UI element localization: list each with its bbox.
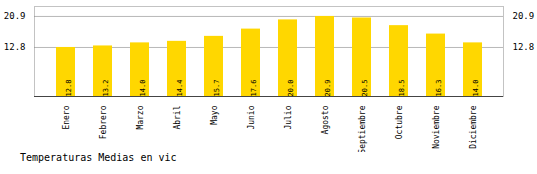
svg-text:Noviembre: Noviembre	[432, 105, 441, 149]
svg-text:Marzo: Marzo	[136, 105, 145, 129]
svg-text:Febrero: Febrero	[99, 105, 108, 139]
svg-text:Agosto: Agosto	[321, 105, 330, 134]
svg-text:Junio: Junio	[247, 105, 256, 129]
svg-text:12.8: 12.8	[4, 42, 26, 52]
svg-text:Septiembre: Septiembre	[358, 105, 367, 152]
svg-text:12.8: 12.8	[513, 42, 535, 52]
svg-text:20.0: 20.0	[287, 80, 295, 97]
svg-text:16.3: 16.3	[435, 80, 443, 97]
svg-text:12.8: 12.8	[65, 80, 73, 97]
svg-text:20.9: 20.9	[513, 11, 535, 21]
html-text:Temperaturas Medias en vic: Temperaturas Medias en vic	[20, 152, 177, 163]
svg-text:18.5: 18.5	[398, 80, 406, 97]
svg-text:17.6: 17.6	[250, 80, 258, 97]
svg-text:Abril: Abril	[173, 105, 182, 129]
svg-text:14.0: 14.0	[472, 80, 480, 97]
svg-text:14.0: 14.0	[139, 80, 147, 97]
svg-text:20.9: 20.9	[4, 11, 26, 21]
svg-text:Enero: Enero	[62, 105, 71, 129]
svg-text:13.2: 13.2	[102, 80, 110, 97]
svg-text:20.9: 20.9	[324, 80, 332, 97]
svg-text:14.4: 14.4	[176, 80, 184, 97]
svg-text:Diciembre: Diciembre	[469, 105, 478, 149]
svg-text:Mayo: Mayo	[210, 105, 219, 124]
svg-text:15.7: 15.7	[213, 80, 221, 97]
svg-text:Julio: Julio	[284, 105, 293, 129]
svg-text:Octubre: Octubre	[395, 105, 404, 139]
svg-text:20.5: 20.5	[361, 80, 369, 97]
